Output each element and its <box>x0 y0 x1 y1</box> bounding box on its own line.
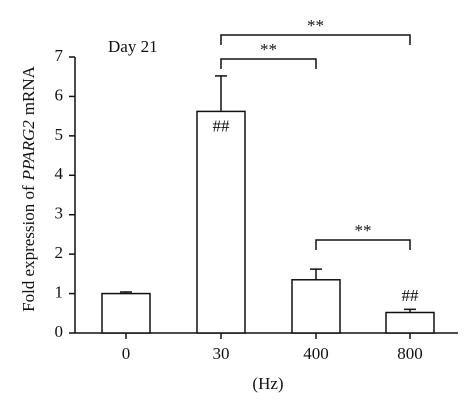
x-tick-label: 400 <box>303 344 329 363</box>
bar <box>385 311 435 334</box>
y-axis-label-part: Fold expression of <box>19 185 38 312</box>
y-axis-label-part: PPARG2 <box>19 120 38 182</box>
bar <box>291 279 341 334</box>
y-tick-label: 6 <box>55 85 64 104</box>
bar <box>196 110 246 334</box>
annotation: Day 21 <box>108 37 158 56</box>
x-tick-label: 0 <box>122 344 131 363</box>
significance-label: ** <box>260 40 277 59</box>
y-axis-label-part: mRNA <box>19 65 38 115</box>
bar <box>101 292 151 334</box>
x-axis-label: (Hz) <box>252 374 283 393</box>
x-tick-label: 30 <box>213 344 230 363</box>
y-tick-label: 3 <box>55 204 64 223</box>
significance-label: ** <box>307 16 324 35</box>
y-tick-label: 2 <box>55 243 64 262</box>
y-tick-label: 0 <box>55 322 64 341</box>
significance-bracket <box>220 58 317 69</box>
significance-bracket <box>220 34 411 45</box>
y-tick-label: 7 <box>55 46 64 65</box>
y-tick-label: 1 <box>55 282 64 301</box>
y-tick-label: 5 <box>55 125 64 144</box>
x-tick-label: 800 <box>397 344 423 363</box>
y-axis-label: Fold expression of PPARG2 mRNA <box>19 65 38 312</box>
significance-bracket <box>315 239 411 250</box>
bar-label: ## <box>213 116 231 135</box>
significance-label: ** <box>355 221 372 240</box>
bar-label: ## <box>402 286 420 305</box>
y-tick-label: 4 <box>55 164 64 183</box>
